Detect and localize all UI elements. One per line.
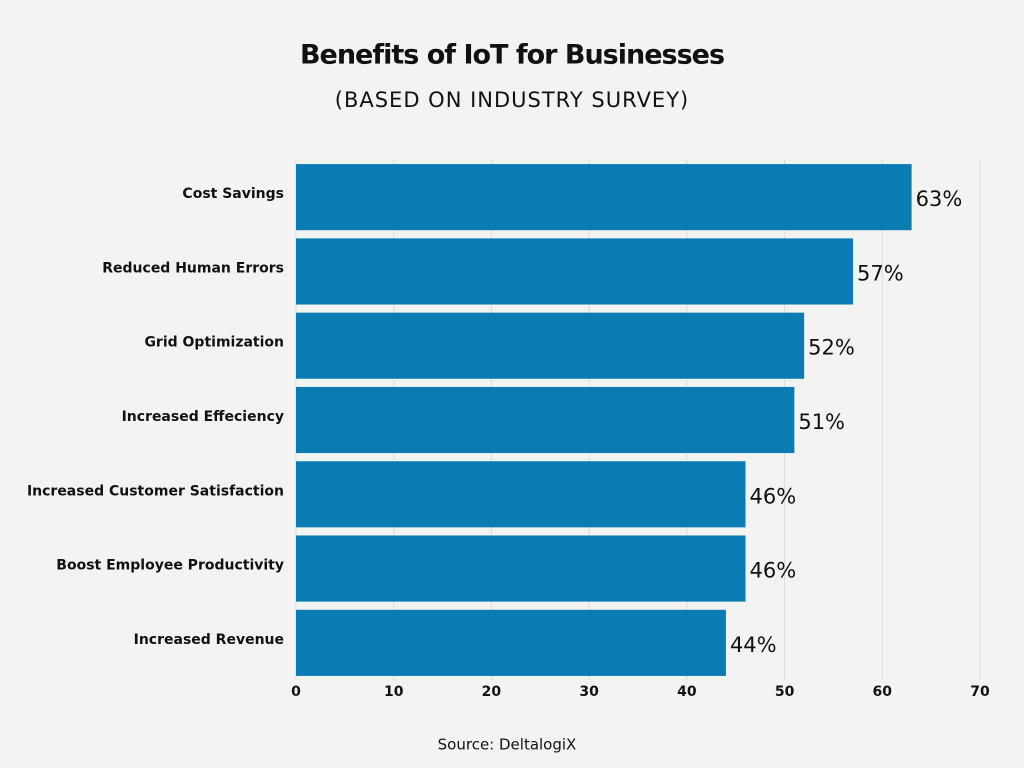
value-label: 44% (730, 633, 777, 657)
y-tick-label: Cost Savings (182, 186, 284, 202)
y-tick-label: Increased Effeciency (122, 409, 284, 425)
x-tick-label: 40 (677, 684, 697, 700)
bar (296, 164, 912, 231)
value-label: 46% (749, 484, 796, 508)
y-tick-label: Increased Revenue (134, 632, 284, 648)
value-label: 46% (749, 559, 796, 583)
y-tick-label: Increased Customer Satisfaction (27, 483, 284, 499)
bar (296, 312, 805, 379)
bar (296, 461, 746, 528)
bar (296, 386, 795, 454)
y-tick-label: Boost Employee Productivity (56, 558, 284, 574)
chart-subtitle: (BASED ON INDUSTRY SURVEY) (335, 88, 689, 112)
bar (296, 535, 746, 602)
x-tick-label: 0 (291, 684, 301, 700)
bar (296, 609, 726, 676)
y-tick-label: Grid Optimization (144, 335, 284, 351)
x-tick-label: 70 (970, 684, 990, 700)
value-label: 63% (916, 187, 963, 211)
chart-title: Benefits of IoT for Businesses (300, 40, 724, 71)
x-tick-label: 20 (482, 684, 502, 700)
x-tick-label: 30 (579, 684, 599, 700)
bar (296, 238, 853, 305)
x-tick-label: 60 (873, 684, 893, 700)
value-label: 51% (798, 410, 845, 434)
value-label: 52% (808, 336, 855, 360)
x-tick-label: 50 (775, 684, 795, 700)
x-tick-label: 10 (384, 684, 404, 700)
y-tick-label: Reduced Human Errors (102, 260, 284, 276)
value-label: 57% (857, 261, 904, 285)
source: Source: DeltalogiX (438, 736, 577, 754)
